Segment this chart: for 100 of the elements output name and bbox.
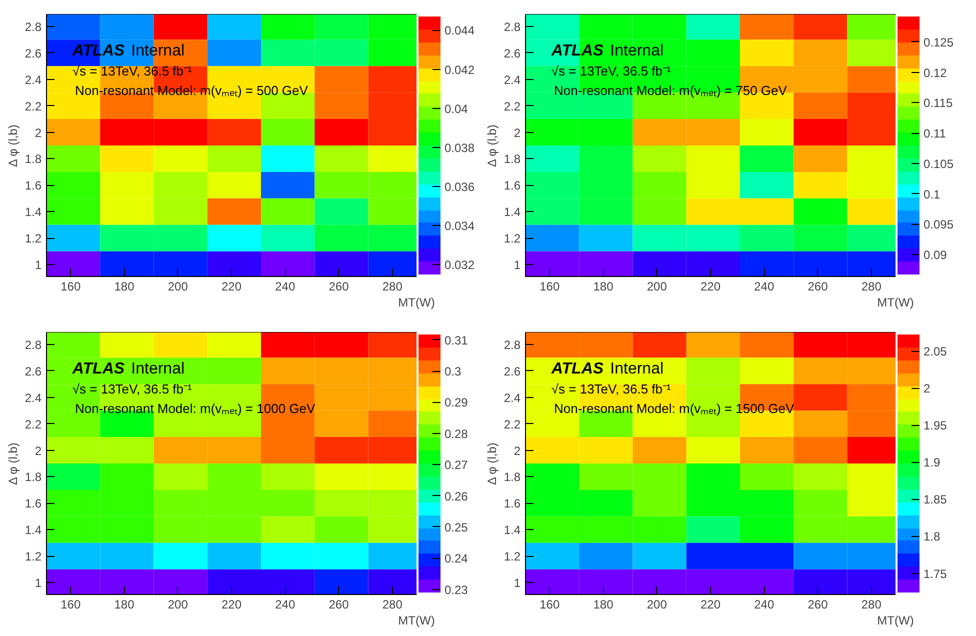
color-bar-label: 0.032 <box>444 258 475 272</box>
y-tick-label: 2.8 <box>504 20 521 34</box>
x-tick-label: 280 <box>861 598 882 612</box>
x-axis-title: MT(W) <box>877 296 914 310</box>
y-tick-label: 1 <box>34 258 42 272</box>
color-bar-label: 1.75 <box>924 566 948 581</box>
color-bar-label: 0.115 <box>924 96 953 110</box>
y-tick-label: 2.6 <box>504 364 521 378</box>
y-tick-label: 2.8 <box>504 338 521 352</box>
color-bar-label: 0.23 <box>444 582 468 597</box>
color-bar-label: 0.1 <box>924 187 941 202</box>
color-bar-label: 0.27 <box>444 458 468 472</box>
x-tick-label: 240 <box>754 598 774 612</box>
y-tick-label: 1 <box>514 258 521 272</box>
x-axis-title: MT(W) <box>398 296 435 310</box>
y-axis-title: Δ φ (l,b) <box>6 124 20 168</box>
annotation: √s = 13TeV, 36.5 fb⁻¹ <box>551 63 672 78</box>
x-tick-label: 260 <box>328 280 350 294</box>
x-tick-label: 260 <box>328 598 350 612</box>
y-tick-label: 2.6 <box>504 46 521 60</box>
color-bar-label: 0.105 <box>924 156 954 171</box>
x-axis-title: MT(W) <box>877 614 914 628</box>
y-tick-label: 2.2 <box>504 417 521 432</box>
color-bar-label: 1.95 <box>924 418 948 433</box>
y-tick-label: 1 <box>34 576 42 590</box>
color-bar-label: 0.125 <box>924 35 954 50</box>
y-axis-title: Δ φ (l,b) <box>484 124 499 168</box>
y-tick-label: 1.2 <box>504 232 521 246</box>
y-tick-label: 1.8 <box>24 470 42 484</box>
color-bar-label: 0.09 <box>924 248 948 262</box>
y-tick-label: 1.4 <box>24 205 42 220</box>
color-bar-label: 0.31 <box>444 333 468 348</box>
y-axis-title: Δ φ (l,b) <box>6 442 20 486</box>
y-tick-label: 2.4 <box>24 72 42 87</box>
y-tick-label: 1.8 <box>504 152 521 166</box>
x-tick-label: 200 <box>646 598 668 612</box>
x-tick-label: 200 <box>168 280 188 294</box>
y-tick-label: 1.4 <box>504 205 521 220</box>
x-tick-label: 160 <box>540 598 560 612</box>
annotation: √s = 13TeV, 36.5 fb⁻¹ <box>72 381 192 396</box>
color-bar-label: 0.3 <box>444 364 462 378</box>
y-tick-label: 2.2 <box>24 417 42 432</box>
color-bar-label: 1.8 <box>924 530 941 544</box>
color-bar-label: 0.036 <box>444 180 475 194</box>
y-tick-label: 1.6 <box>24 178 42 193</box>
color-bar-label: 1.85 <box>924 492 948 507</box>
x-tick-label: 280 <box>861 280 882 294</box>
color-bar-label: 2.05 <box>924 344 948 359</box>
x-tick-label: 200 <box>168 598 188 612</box>
x-tick-label: 240 <box>275 598 296 612</box>
y-tick-label: 1.8 <box>504 470 521 484</box>
y-tick-label: 2.2 <box>504 99 521 114</box>
y-tick-label: 2.4 <box>504 390 521 405</box>
color-bar-label: 1.9 <box>924 456 941 470</box>
y-tick-label: 2 <box>34 126 42 140</box>
x-tick-label: 160 <box>540 280 560 294</box>
y-tick-label: 1.2 <box>24 232 42 246</box>
color-bar-label: 0.24 <box>444 552 468 566</box>
color-bar-label: 0.042 <box>444 62 475 77</box>
y-tick-label: 1.6 <box>504 496 521 511</box>
color-bar-label: 0.044 <box>444 24 475 38</box>
y-tick-label: 2 <box>34 444 42 458</box>
x-tick-label: 280 <box>382 598 403 612</box>
color-bar-label: 2 <box>924 382 930 396</box>
y-tick-label: 1.2 <box>24 550 42 564</box>
annotation: √s = 13TeV, 36.5 fb⁻¹ <box>551 381 672 396</box>
x-tick-label: 220 <box>221 598 242 612</box>
y-tick-label: 2.8 <box>24 20 42 34</box>
x-tick-label: 180 <box>114 598 135 612</box>
x-tick-label: 220 <box>221 280 242 294</box>
annotation: Non-resonant Model: m(vₘₑₜ) = 500 GeV <box>74 82 308 98</box>
y-axis-title: Δ φ (l,b) <box>484 442 499 486</box>
x-tick-label: 240 <box>754 280 774 294</box>
y-tick-label: 2.8 <box>24 338 42 352</box>
color-bar-label: 0.28 <box>444 426 468 441</box>
color-bar-label: 0.11 <box>924 126 946 141</box>
y-tick-label: 1.6 <box>24 496 42 511</box>
x-tick-label: 180 <box>593 280 614 294</box>
y-tick-label: 2.6 <box>24 364 42 378</box>
color-bar-label: 0.095 <box>924 218 954 232</box>
y-tick-label: 2.4 <box>504 72 521 87</box>
annotation: √s = 13TeV, 36.5 fb⁻¹ <box>72 63 192 78</box>
x-tick-label: 180 <box>593 598 614 612</box>
annotation: ATLAS Internal <box>71 360 185 378</box>
y-tick-label: 2.2 <box>24 99 42 114</box>
y-tick-label: 1.8 <box>24 152 42 166</box>
x-tick-label: 240 <box>275 280 296 294</box>
y-tick-label: 1.6 <box>504 178 521 193</box>
y-tick-label: 2 <box>514 126 521 140</box>
color-bar-label: 0.25 <box>444 520 468 534</box>
color-bar-label: 0.29 <box>444 396 468 410</box>
color-bar-label: 0.04 <box>444 102 468 116</box>
x-tick-label: 160 <box>60 598 81 612</box>
color-bar-label: 0.034 <box>444 219 475 234</box>
x-tick-label: 260 <box>808 598 828 612</box>
y-tick-label: 1.4 <box>24 523 42 538</box>
x-tick-label: 220 <box>700 598 721 612</box>
x-tick-label: 280 <box>382 280 403 294</box>
annotation: ATLAS Internal <box>550 360 664 378</box>
color-bar-label: 0.038 <box>444 140 475 155</box>
